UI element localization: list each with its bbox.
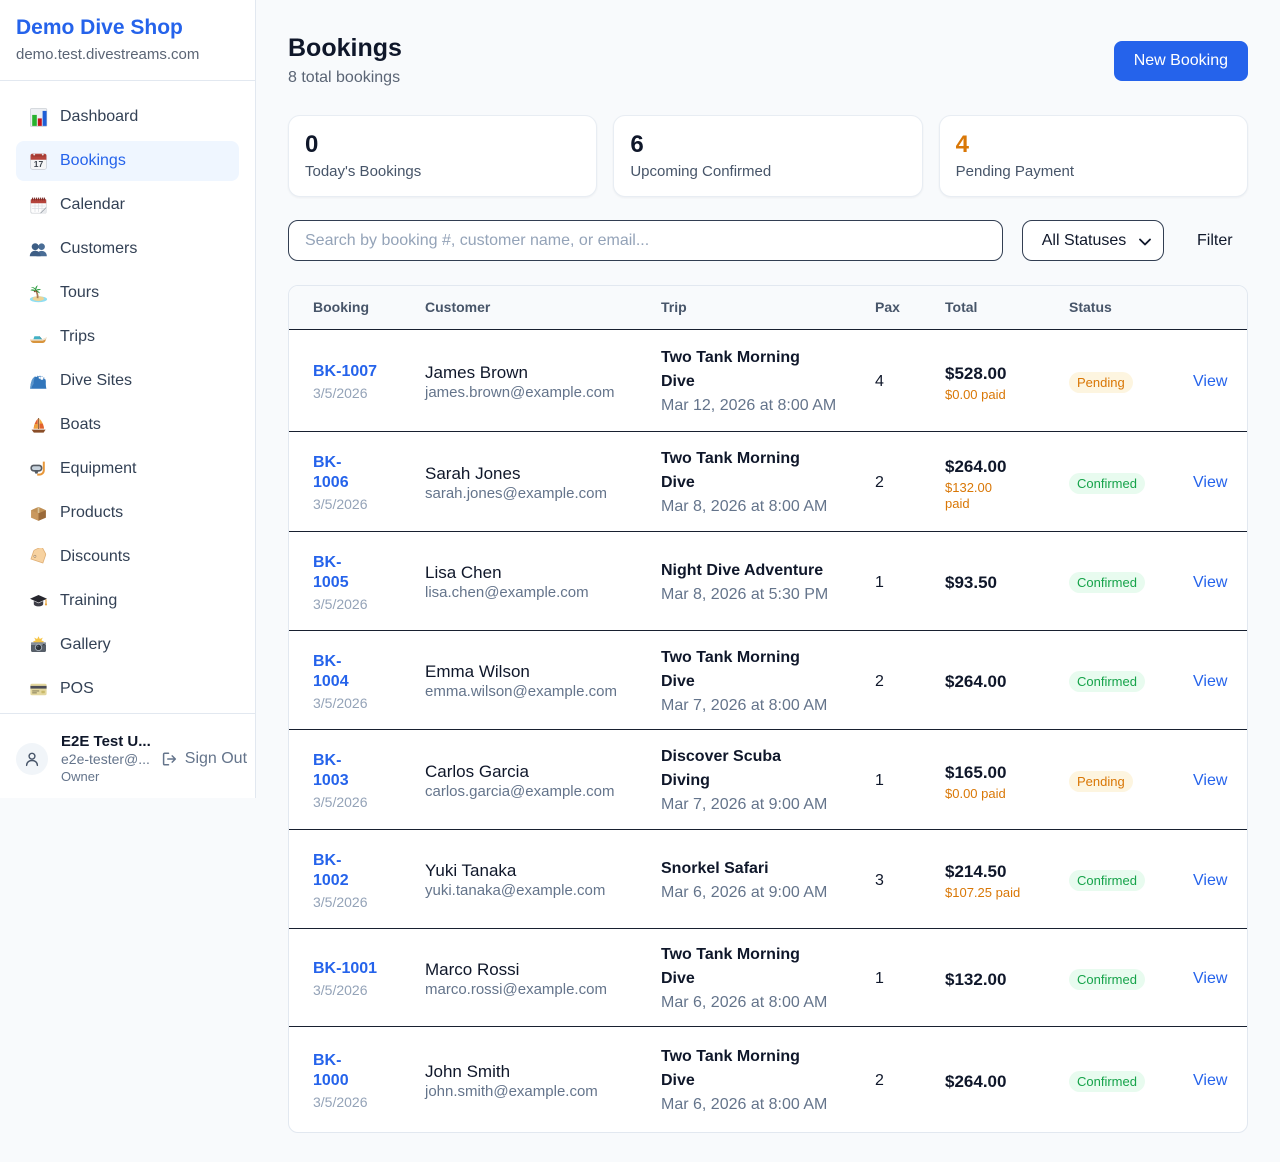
svg-text:17: 17 bbox=[33, 159, 43, 169]
